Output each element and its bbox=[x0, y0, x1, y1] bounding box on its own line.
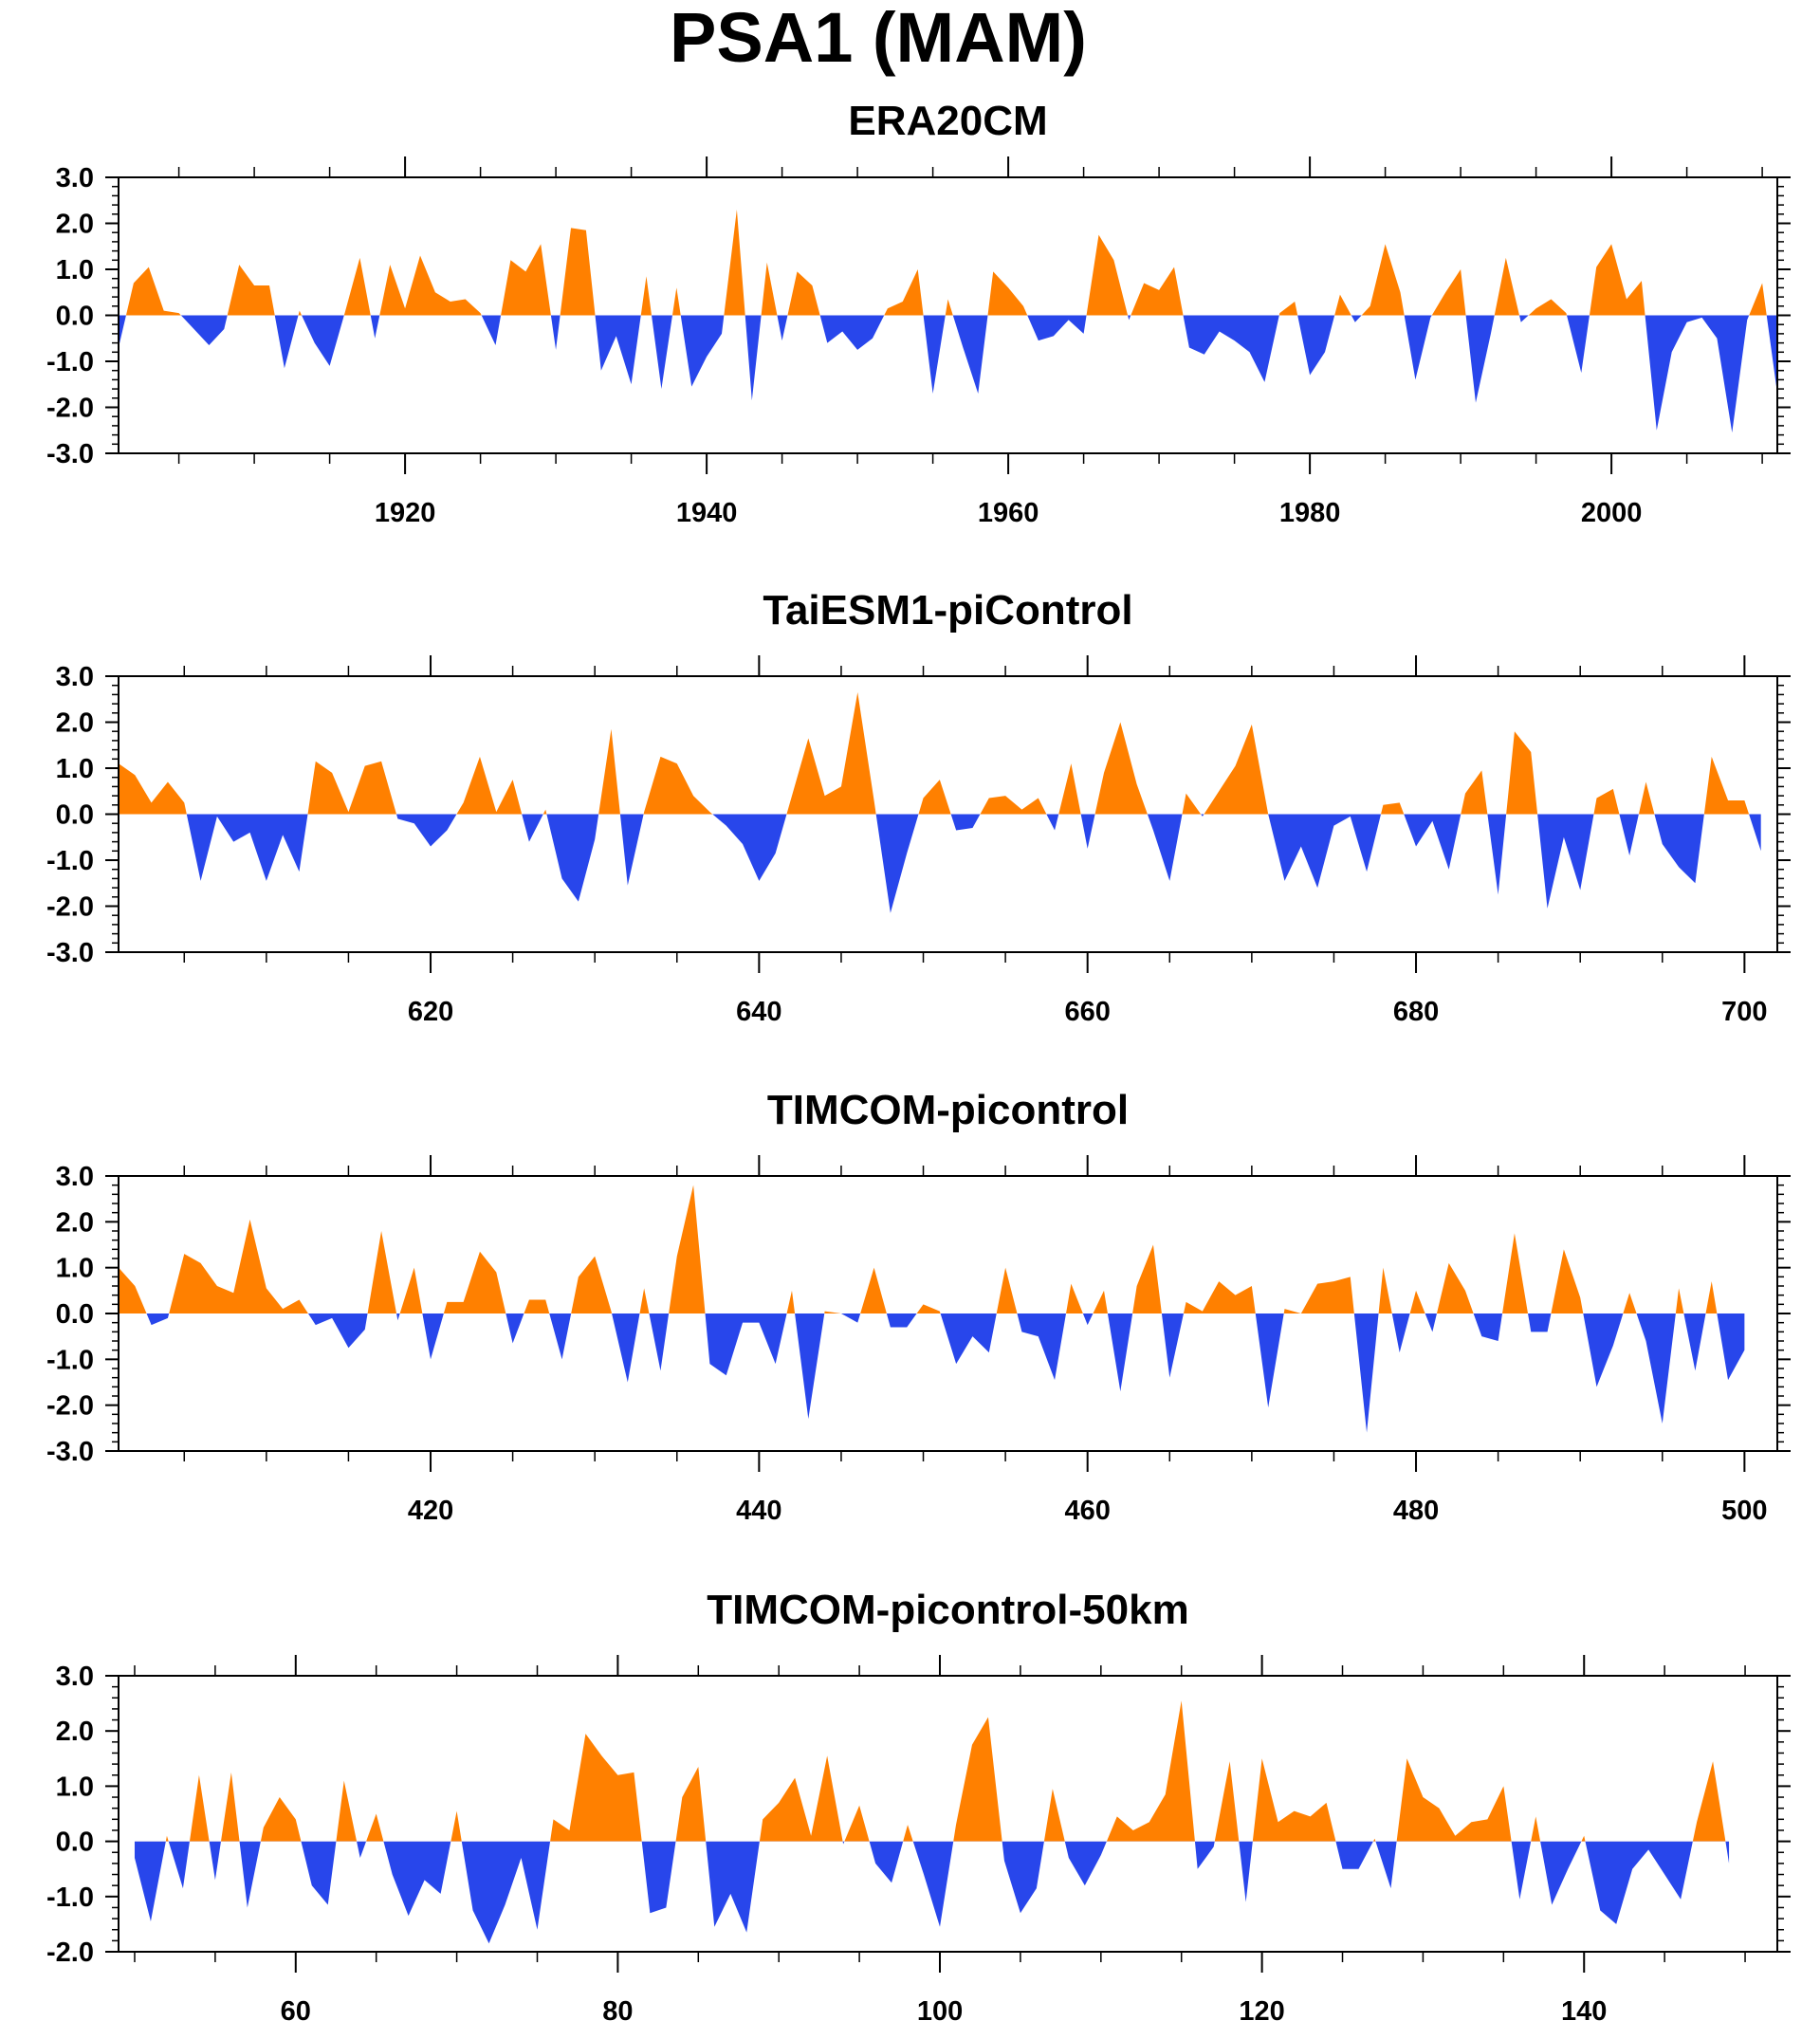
x-tick-label: 140 bbox=[1561, 1996, 1607, 2027]
panel-title: TIMCOM-picontrol bbox=[767, 1087, 1129, 1133]
series-positive-area bbox=[134, 1700, 1730, 1842]
x-tick-label: 640 bbox=[736, 997, 781, 1027]
panels: ERA20CM -3.0 -2.0 -1.0 0.0 1.0 2.0 3.0 1920 1940 1… bbox=[46, 98, 1791, 2027]
x-tick-label: 1920 bbox=[375, 498, 436, 528]
x-tick-label: 1960 bbox=[978, 498, 1039, 528]
x-tick-label: 700 bbox=[1721, 997, 1767, 1027]
series-positive-area bbox=[119, 209, 1777, 316]
y-tick-label: -2.0 bbox=[46, 394, 94, 424]
x-tick-label: 460 bbox=[1064, 1496, 1110, 1526]
x-tick-label: 440 bbox=[736, 1496, 781, 1526]
series-positive-area bbox=[119, 1185, 1745, 1313]
y-tick-label: -1.0 bbox=[46, 347, 94, 377]
y-tick-label: 1.0 bbox=[56, 754, 94, 784]
y-tick-label: -2.0 bbox=[46, 1391, 94, 1422]
panel-title: ERA20CM bbox=[848, 98, 1047, 144]
x-tick-label: 480 bbox=[1393, 1496, 1439, 1526]
series-negative-area bbox=[119, 814, 1761, 913]
y-tick-label: 1.0 bbox=[56, 255, 94, 285]
y-tick-label: 2.0 bbox=[56, 1207, 94, 1238]
y-tick-label: 3.0 bbox=[56, 163, 94, 193]
plot-frame bbox=[118, 1675, 1778, 1953]
x-tick-label: 680 bbox=[1393, 997, 1439, 1027]
chart-panel-3: TIMCOM-picontrol -3.0 -2.0 -1.0 0.0 1.0 2.0 3.0… bbox=[46, 1087, 1791, 1526]
y-tick-label: 0.0 bbox=[56, 1299, 94, 1330]
x-tick-label: 60 bbox=[281, 1996, 311, 2027]
x-tick-label: 80 bbox=[602, 1996, 633, 2027]
x-tick-label: 100 bbox=[917, 1996, 963, 2027]
panel-title: TaiESM1-piControl bbox=[763, 587, 1132, 634]
x-tick-label: 1980 bbox=[1279, 498, 1341, 528]
y-tick-label: 1.0 bbox=[56, 1254, 94, 1284]
y-tick-label: -3.0 bbox=[46, 439, 94, 469]
panel-title: TIMCOM-picontrol-50km bbox=[707, 1587, 1188, 1633]
main-title: PSA1 (MAM) bbox=[670, 0, 1087, 77]
series-positive-area bbox=[119, 691, 1761, 815]
x-tick-label: 120 bbox=[1239, 1996, 1284, 2027]
x-tick-label: 420 bbox=[408, 1496, 453, 1526]
x-tick-label: 620 bbox=[408, 997, 453, 1027]
chart-panel-2: TaiESM1-piControl -3.0 -2.0 -1.0 0.0 1.0 2.0 3.… bbox=[46, 587, 1791, 1027]
y-tick-label: 0.0 bbox=[56, 800, 94, 831]
y-tick-label: -3.0 bbox=[46, 938, 94, 968]
y-tick-label: -1.0 bbox=[46, 1883, 94, 1913]
series-negative-area bbox=[119, 315, 1777, 433]
x-tick-label: 500 bbox=[1721, 1496, 1767, 1526]
y-tick-label: 0.0 bbox=[56, 1828, 94, 1858]
x-tick-label: 2000 bbox=[1581, 498, 1643, 528]
y-tick-label: 2.0 bbox=[56, 210, 94, 240]
y-tick-label: 1.0 bbox=[56, 1772, 94, 1802]
chart-panel-1: ERA20CM -3.0 -2.0 -1.0 0.0 1.0 2.0 3.0 1920 1940 1… bbox=[46, 98, 1791, 528]
x-tick-label: 1940 bbox=[676, 498, 738, 528]
y-tick-label: -1.0 bbox=[46, 1345, 94, 1375]
y-tick-label: -2.0 bbox=[46, 1938, 94, 1968]
y-tick-label: 3.0 bbox=[56, 662, 94, 692]
y-tick-label: 0.0 bbox=[56, 302, 94, 332]
y-tick-label: -1.0 bbox=[46, 846, 94, 876]
y-tick-label: -3.0 bbox=[46, 1437, 94, 1467]
y-tick-label: 3.0 bbox=[56, 1662, 94, 1692]
y-tick-label: 2.0 bbox=[56, 1717, 94, 1747]
x-tick-label: 660 bbox=[1064, 997, 1110, 1027]
y-tick-label: 2.0 bbox=[56, 708, 94, 739]
y-tick-label: 3.0 bbox=[56, 1162, 94, 1192]
chart-panel-4: TIMCOM-picontrol-50km -2.0 -1.0 0.0 1.0 2.0 3.… bbox=[46, 1587, 1791, 2027]
y-tick-label: -2.0 bbox=[46, 892, 94, 923]
series-negative-area bbox=[134, 1841, 1730, 1944]
